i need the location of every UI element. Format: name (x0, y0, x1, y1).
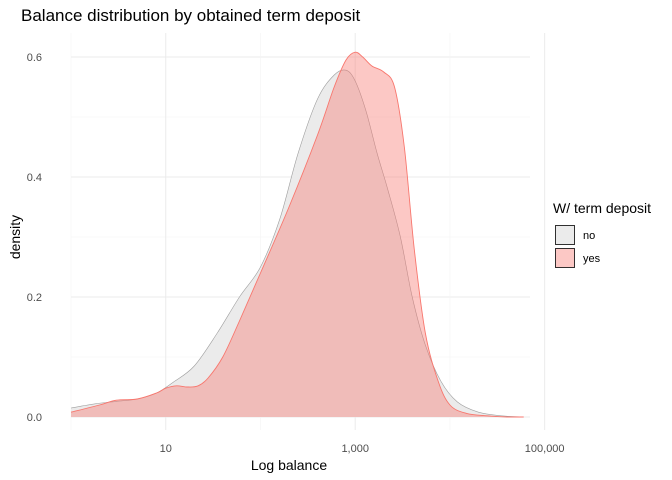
legend-label-no: no (583, 230, 595, 242)
density-line-yes (70, 51, 524, 418)
legend-key-bg-yes (555, 248, 575, 268)
x-tick-label: 10 (160, 443, 172, 455)
legend-title: W/ term deposit (553, 200, 651, 216)
legend-label-yes: yes (583, 253, 601, 265)
y-tick-label: 0.2 (27, 292, 42, 304)
y-tick-label: 0.0 (27, 412, 42, 424)
x-tick-label: 100,000 (525, 443, 565, 455)
y-tick-label: 0.4 (27, 172, 42, 184)
axis-ticks: 10 1,000 100,000 0.0 0.2 0.4 0.6 (27, 52, 565, 455)
x-axis-title: Log balance (251, 457, 328, 473)
legend-key-yes (555, 248, 575, 268)
density-area-yes (71, 52, 524, 418)
density-area-no (71, 69, 524, 417)
chart-title: Balance distribution by obtained term de… (21, 6, 361, 25)
y-tick-label: 0.6 (27, 52, 42, 64)
legend-key-no (555, 225, 575, 245)
x-tick-label: 1,000 (341, 443, 369, 455)
y-axis-title: density (7, 215, 23, 259)
legend: W/ term deposit no yes (553, 200, 651, 268)
density-areas (70, 51, 524, 418)
